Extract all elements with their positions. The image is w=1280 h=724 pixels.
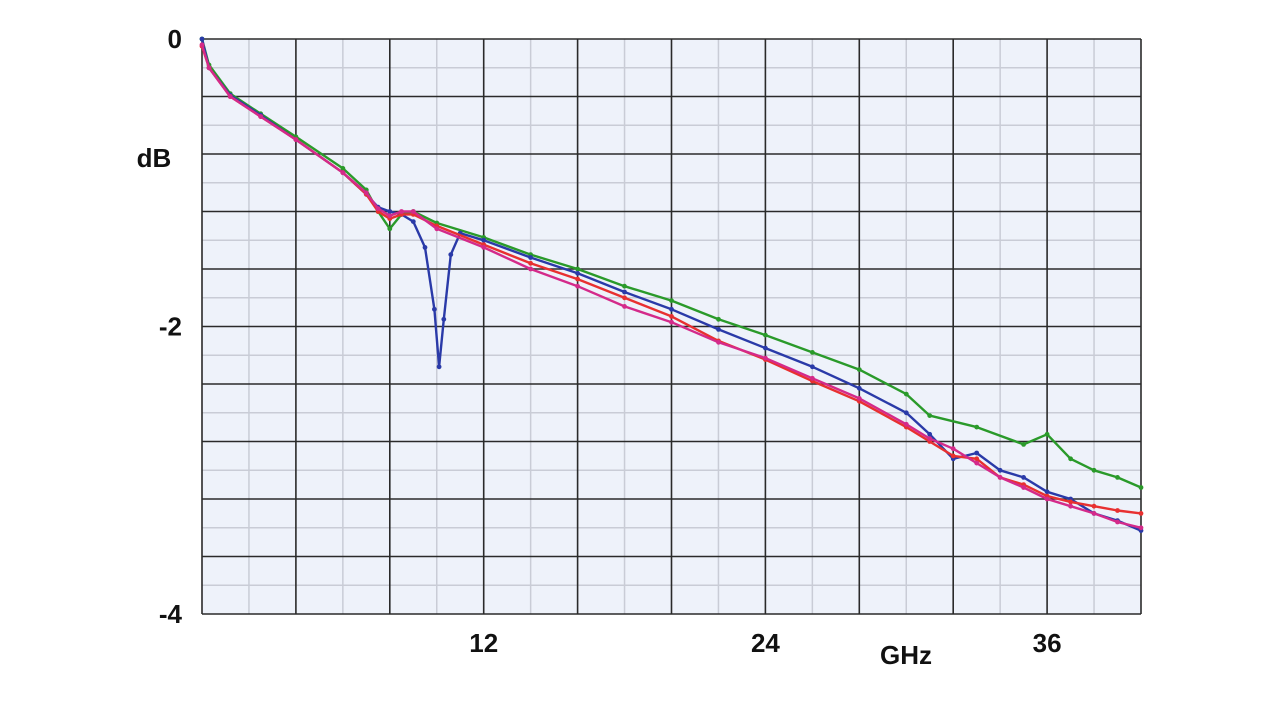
series-point: [997, 475, 1003, 480]
series-point: [528, 260, 533, 266]
series-point: [206, 65, 212, 71]
x-axis-label: GHz: [880, 640, 932, 670]
series-point: [716, 327, 721, 332]
series-point: [622, 304, 627, 309]
series-line-4: [200, 44, 1142, 529]
series-layer: [199, 36, 1144, 533]
series-point: [669, 298, 674, 303]
series-point: [1138, 525, 1144, 531]
series-point: [1044, 489, 1050, 495]
series-point: [974, 424, 980, 430]
series-point: [575, 266, 580, 272]
series-point: [1091, 511, 1097, 516]
x-tick-label: 12: [469, 628, 498, 658]
series-point: [481, 237, 487, 243]
series-point: [669, 319, 674, 325]
series-point: [1115, 519, 1120, 525]
series-point: [810, 375, 815, 381]
series-point: [575, 283, 580, 289]
series-point: [856, 396, 862, 401]
series-line-1: [200, 38, 1142, 489]
series-point: [810, 350, 815, 355]
series-point: [1091, 467, 1097, 473]
series-point: [441, 316, 447, 322]
series-point: [716, 316, 721, 322]
series-point: [199, 42, 205, 48]
series-point: [1021, 475, 1026, 480]
series-point: [1021, 485, 1026, 490]
series-point: [1068, 499, 1073, 505]
series-point: [903, 410, 909, 416]
series-point: [1068, 456, 1073, 462]
series-point: [448, 252, 454, 257]
series-point: [575, 270, 580, 276]
series-point: [927, 436, 933, 441]
series-point: [622, 289, 627, 295]
series-point: [669, 314, 674, 319]
y-tick-label: 0: [168, 24, 182, 54]
series-point: [903, 391, 909, 397]
series-point: [903, 421, 909, 427]
series-point: [856, 367, 862, 372]
series-point: [422, 245, 428, 250]
series-point: [375, 206, 381, 212]
series-point: [432, 306, 437, 312]
series-point: [1091, 503, 1097, 509]
y-tick-label: -2: [159, 312, 182, 342]
tick-labels: 12 24 36 0 -2 -4: [159, 24, 1062, 658]
series-point: [436, 364, 442, 370]
series-point: [1021, 442, 1026, 447]
series-point: [622, 295, 627, 301]
series-point: [1138, 511, 1144, 516]
series-point: [528, 255, 533, 260]
series-point: [974, 450, 980, 456]
series-point: [622, 283, 627, 289]
series-point: [1138, 485, 1144, 490]
series-point: [387, 209, 393, 214]
series-point: [575, 276, 580, 282]
series-point: [716, 339, 721, 345]
series-point: [763, 332, 768, 338]
series-point: [810, 364, 815, 370]
series-point: [997, 467, 1003, 473]
series-point: [974, 460, 980, 466]
series-point: [199, 36, 205, 42]
series-point: [1115, 475, 1120, 480]
series-point: [927, 431, 933, 437]
series-point: [1115, 508, 1120, 513]
series-point: [763, 355, 768, 361]
series-point: [410, 209, 416, 214]
y-tick-label: -4: [159, 599, 183, 629]
series-point: [387, 226, 393, 232]
x-tick-label: 24: [751, 628, 780, 658]
series-point: [340, 170, 346, 176]
series-point: [950, 453, 956, 459]
series-point: [1044, 431, 1050, 437]
series-point: [387, 213, 393, 219]
y-axis-label: dB: [137, 143, 172, 173]
series-point: [669, 306, 674, 312]
series-point: [258, 114, 264, 119]
series-point: [293, 137, 299, 143]
series-point: [340, 166, 346, 171]
series-point: [528, 266, 533, 272]
x-tick-label: 36: [1033, 628, 1062, 658]
series-point: [927, 413, 933, 418]
series-point: [399, 209, 404, 214]
series-point: [974, 456, 980, 462]
series-point: [950, 446, 956, 452]
series-point: [434, 226, 440, 232]
series-point: [763, 345, 768, 351]
series-point: [363, 190, 369, 196]
series-point: [1044, 496, 1050, 502]
series-point: [1068, 503, 1073, 509]
series-point: [410, 219, 416, 225]
series-point: [856, 385, 862, 391]
grid-major: [201, 38, 1142, 615]
series-point: [227, 94, 233, 99]
series-point: [481, 245, 487, 250]
